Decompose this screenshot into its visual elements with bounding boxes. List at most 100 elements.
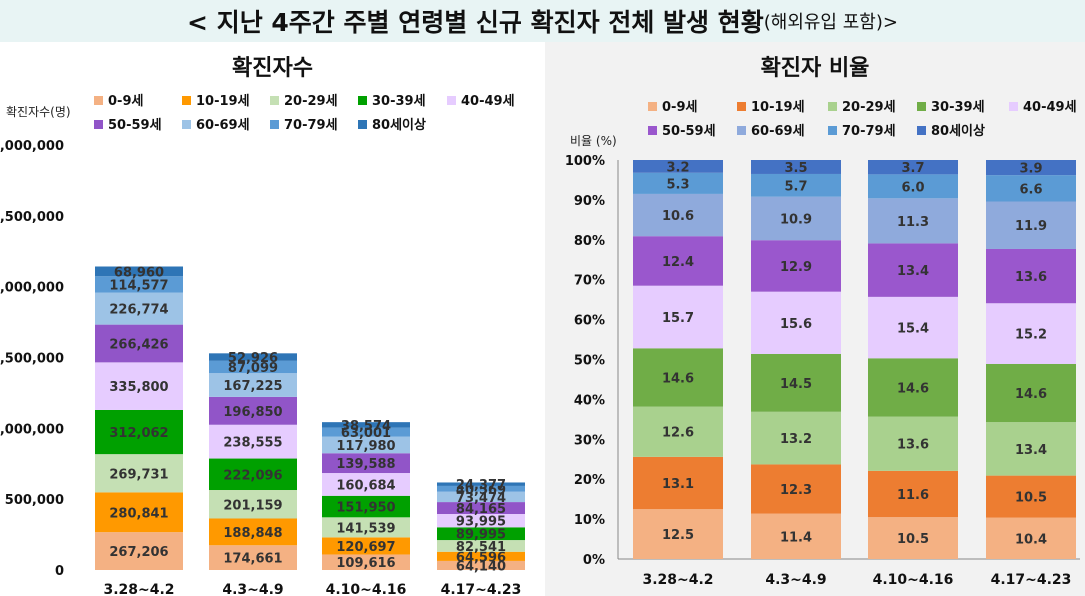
count-bar-80세이상-2 (322, 422, 410, 428)
count-bar-30-39세-0 (95, 409, 183, 455)
ratio-y-tick-label: 80% (574, 234, 605, 249)
count-data-label-10-19세-1: 188,848 (223, 526, 282, 541)
count-bar-0-9세-1 (209, 545, 297, 570)
count-bar-20-29세-1 (209, 490, 297, 519)
count-data-label-80세이상-1: 52,926 (228, 351, 278, 366)
ratio-data-label-30-39세-2: 14.6 (897, 381, 929, 396)
ratio-bar-20-29세-3 (986, 422, 1076, 476)
count-bar-60-69세-3 (437, 491, 525, 503)
ratio-data-label-50-59세-3: 13.6 (1015, 270, 1047, 285)
ratio-data-label-80세이상-0: 3.2 (666, 160, 689, 175)
count-y-tick-label: 3,000,000 (0, 139, 64, 154)
ratio-data-label-80세이상-3: 3.9 (1019, 162, 1042, 177)
page-subtitle: (해외유입 포함)> (763, 12, 898, 33)
ratio-bar-0-9세-3 (986, 517, 1076, 559)
ratio-legend-swatch-20-29세 (828, 102, 837, 111)
ratio-data-label-0-9세-3: 10.4 (1015, 532, 1047, 547)
ratio-bar-50-59세-1 (751, 240, 841, 292)
count-bar-80세이상-0 (95, 266, 183, 277)
ratio-legend-label-0-9세: 0-9세 (662, 100, 697, 115)
count-bar-70-79세-0 (95, 276, 183, 293)
ratio-data-label-0-9세-2: 10.5 (897, 532, 929, 547)
count-data-label-40-49세-2: 160,684 (336, 478, 395, 493)
count-bar-80세이상-1 (209, 353, 297, 361)
ratio-data-label-0-9세-0: 12.5 (662, 528, 694, 543)
ratio-data-label-10-19세-3: 10.5 (1015, 491, 1047, 506)
ratio-x-tick-label-0: 3.28~4.2 (642, 572, 713, 588)
count-data-label-0-9세-2: 109,616 (336, 556, 395, 571)
count-bar-10-19세-0 (95, 492, 183, 533)
count-data-label-40-49세-1: 238,555 (223, 436, 282, 451)
ratio-legend-swatch-80세이상 (917, 126, 926, 135)
count-legend-swatch-0-9세 (94, 96, 103, 105)
count-legend-label-70-79세: 70-79세 (284, 118, 338, 133)
ratio-bar-70-79세-0 (633, 172, 723, 194)
count-y-tick-label: 500,000 (5, 493, 64, 508)
count-bar-20-29세-0 (95, 454, 183, 493)
ratio-data-label-80세이상-1: 3.5 (784, 161, 807, 176)
ratio-legend-label-40-49세: 40-49세 (1023, 100, 1077, 115)
ratio-data-label-20-29세-0: 12.6 (662, 426, 694, 441)
count-bar-80세이상-3 (437, 482, 525, 486)
count-legend-label-30-39세: 30-39세 (372, 94, 426, 109)
count-data-label-20-29세-0: 269,731 (109, 467, 168, 482)
ratio-bar-0-9세-0 (633, 509, 723, 559)
ratio-bar-30-39세-1 (751, 353, 841, 412)
ratio-legend-swatch-60-69세 (737, 126, 746, 135)
count-data-label-0-9세-3: 64,140 (456, 559, 506, 574)
ratio-data-label-60-69세-0: 10.6 (662, 209, 694, 224)
ratio-data-label-30-39세-3: 14.6 (1015, 387, 1047, 402)
ratio-bar-70-79세-2 (868, 174, 958, 199)
count-legend-swatch-50-59세 (94, 120, 103, 129)
count-data-label-60-69세-1: 167,225 (223, 379, 282, 394)
count-x-tick-label-1: 4.3~4.9 (222, 582, 283, 596)
count-data-label-20-29세-2: 141,539 (336, 521, 395, 536)
count-bar-60-69세-0 (95, 292, 183, 325)
count-data-label-80세이상-2: 38,574 (341, 419, 391, 434)
ratio-bar-30-39세-2 (868, 358, 958, 417)
ratio-y-axis-label: 비율 (%) (570, 134, 617, 148)
ratio-data-label-50-59세-0: 12.4 (662, 255, 694, 270)
count-legend-label-80세이상: 80세이상 (372, 117, 426, 133)
ratio-y-tick-label: 50% (574, 354, 605, 369)
count-y-tick-label: 1,500,000 (0, 352, 64, 367)
ratio-data-label-60-69세-1: 10.9 (780, 212, 812, 227)
count-legend-swatch-20-29세 (270, 96, 279, 105)
ratio-data-label-80세이상-2: 3.7 (901, 161, 924, 176)
count-y-tick-label: 2,500,000 (0, 210, 64, 225)
ratio-y-tick-label: 0% (583, 553, 605, 568)
ratio-y-tick-label: 100% (565, 154, 605, 169)
count-bar-20-29세-3 (437, 540, 525, 552)
count-bar-0-9세-0 (95, 532, 183, 570)
count-data-label-0-9세-1: 174,661 (223, 552, 282, 567)
count-bar-30-39세-2 (322, 495, 410, 518)
count-bar-30-39세-3 (437, 527, 525, 541)
ratio-bar-10-19세-0 (633, 456, 723, 510)
count-bar-0-9세-2 (322, 554, 410, 570)
ratio-data-label-50-59세-1: 12.9 (780, 260, 812, 275)
ratio-legend-label-60-69세: 60-69세 (751, 124, 805, 139)
ratio-bar-10-19세-2 (868, 470, 958, 518)
count-legend-label-20-29세: 20-29세 (284, 94, 338, 109)
ratio-data-label-70-79세-2: 6.0 (901, 180, 924, 195)
count-bar-50-59세-0 (95, 324, 183, 363)
ratio-bar-40-49세-3 (986, 303, 1076, 364)
ratio-legend-swatch-70-79세 (828, 126, 837, 135)
ratio-bar-60-69세-2 (868, 198, 958, 244)
ratio-bar-20-29세-1 (751, 411, 841, 465)
count-bar-70-79세-3 (437, 485, 525, 492)
count-bar-40-49세-2 (322, 473, 410, 496)
count-data-label-0-9세-0: 267,206 (109, 545, 168, 560)
ratio-bar-20-29세-0 (633, 406, 723, 457)
count-legend-label-10-19세: 10-19세 (196, 94, 250, 109)
ratio-legend-label-70-79세: 70-79세 (842, 124, 896, 139)
count-bar-60-69세-2 (322, 436, 410, 454)
count-data-label-10-19세-2: 120,697 (336, 540, 395, 555)
count-chart-title: 확진자수 (232, 56, 313, 81)
ratio-data-label-20-29세-3: 13.4 (1015, 443, 1047, 458)
ratio-data-label-10-19세-0: 13.1 (662, 477, 694, 492)
ratio-bar-80세이상-1 (751, 160, 841, 174)
count-data-label-40-49세-0: 335,800 (109, 380, 168, 395)
count-y-axis-label: 확진자수(명) (6, 105, 71, 119)
